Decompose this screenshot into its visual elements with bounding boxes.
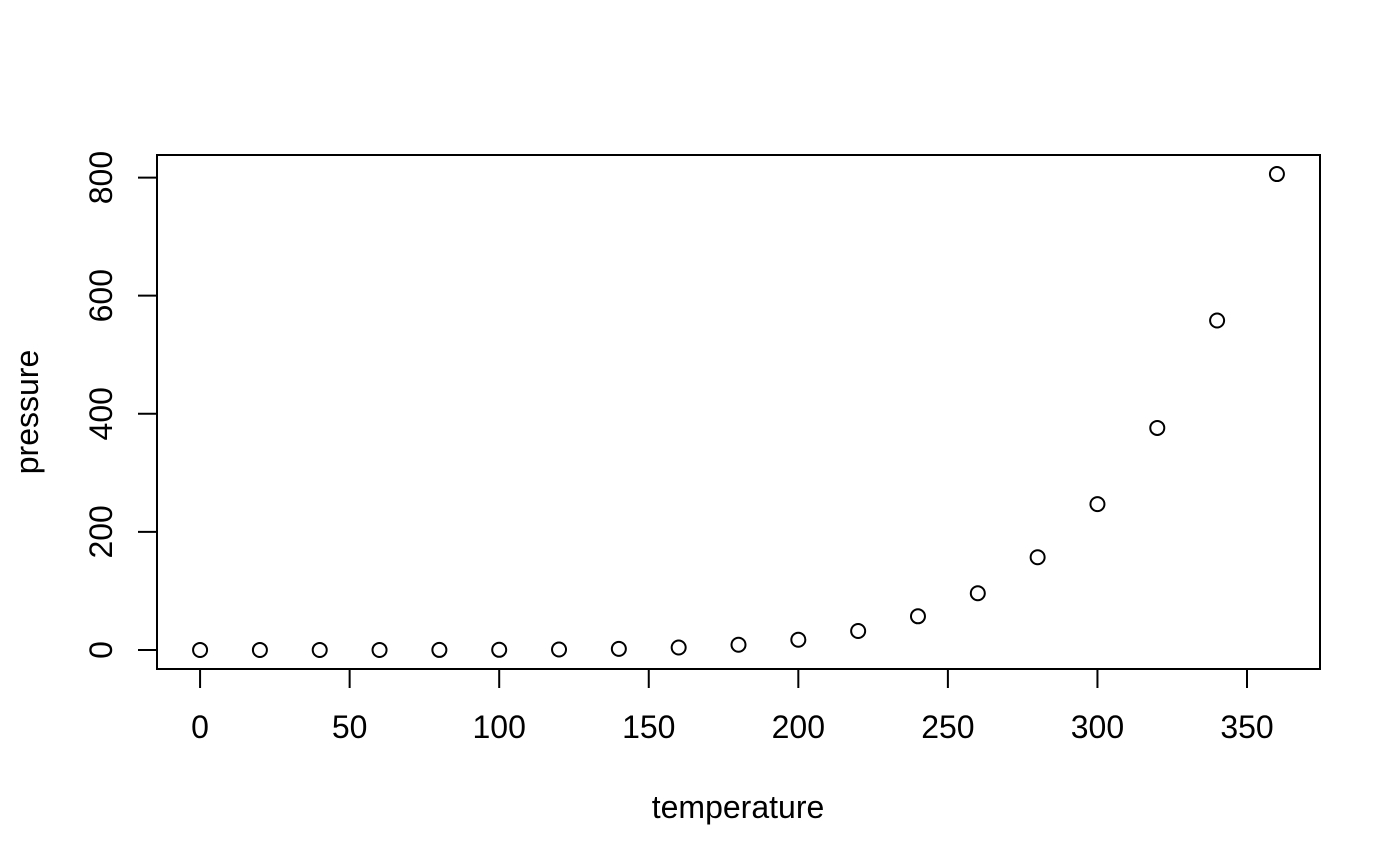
data-point	[1149, 419, 1166, 436]
data-point	[730, 636, 747, 653]
y-tick-label: 0	[83, 641, 119, 659]
x-tick-label: 300	[1071, 709, 1124, 745]
data-point	[192, 641, 209, 658]
x-axis-title: temperature	[652, 789, 825, 825]
y-tick-label: 200	[83, 505, 119, 558]
data-point	[1029, 549, 1046, 566]
data-point	[670, 639, 687, 656]
data-point	[551, 641, 568, 658]
data-point	[1089, 496, 1106, 513]
y-axis-title: pressure	[9, 350, 45, 475]
x-axis-ticks: 0 50 100 150 200 250 300 350	[191, 669, 1274, 745]
x-tick-label: 350	[1220, 709, 1273, 745]
data-point	[431, 641, 448, 658]
y-tick-label: 800	[83, 151, 119, 204]
data-point	[1209, 312, 1226, 329]
x-tick-label: 50	[332, 709, 368, 745]
y-tick-label: 600	[83, 269, 119, 322]
data-point	[311, 641, 328, 658]
data-point	[969, 585, 986, 602]
x-tick-label: 200	[772, 709, 825, 745]
data-points	[192, 166, 1285, 658]
data-point	[371, 641, 388, 658]
data-point	[491, 641, 508, 658]
plot-box	[156, 154, 1321, 670]
x-tick-label: 150	[622, 709, 675, 745]
data-point	[1268, 166, 1285, 183]
data-point	[790, 631, 807, 648]
x-tick-label: 250	[921, 709, 974, 745]
y-tick-label: 400	[83, 387, 119, 440]
x-tick-label: 0	[191, 709, 209, 745]
data-point	[909, 608, 926, 625]
x-tick-label: 100	[473, 709, 526, 745]
data-point	[850, 623, 867, 640]
y-axis-ticks: 0 200 400 600 800	[83, 151, 157, 659]
data-point	[251, 641, 268, 658]
data-point	[610, 640, 627, 657]
